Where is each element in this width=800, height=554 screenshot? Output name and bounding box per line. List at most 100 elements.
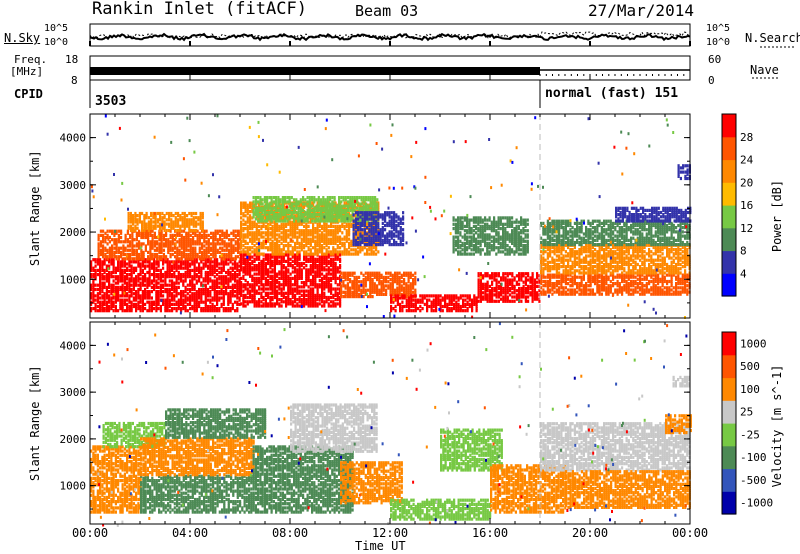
power-cell bbox=[278, 259, 281, 263]
power-cell bbox=[294, 283, 297, 287]
power-cell bbox=[121, 300, 124, 304]
power-cell bbox=[156, 252, 159, 257]
power-cell bbox=[318, 302, 321, 306]
power-cell bbox=[294, 244, 297, 248]
power-cell bbox=[270, 210, 273, 215]
power-cell bbox=[378, 271, 381, 275]
power-cell bbox=[198, 294, 201, 298]
power-cell bbox=[187, 244, 190, 248]
power-cell bbox=[123, 277, 126, 281]
power-cell bbox=[316, 266, 319, 270]
power-cell bbox=[277, 208, 280, 212]
power-cell bbox=[253, 281, 256, 285]
power-cell bbox=[103, 277, 106, 281]
power-cell bbox=[188, 211, 191, 216]
power-cell bbox=[325, 283, 328, 287]
power-cell bbox=[229, 309, 232, 313]
power-cell bbox=[289, 220, 292, 224]
power-cell bbox=[99, 281, 102, 285]
power-cell bbox=[296, 214, 299, 218]
power-cell bbox=[339, 246, 342, 250]
power-cell bbox=[167, 244, 170, 248]
power-cell bbox=[207, 250, 210, 254]
power-cell bbox=[255, 291, 258, 295]
power-cell bbox=[196, 229, 199, 233]
power-cell bbox=[324, 204, 327, 208]
power-cell bbox=[240, 283, 243, 287]
power-cell bbox=[321, 272, 324, 276]
power-cell bbox=[386, 221, 389, 225]
power-cell bbox=[184, 262, 187, 266]
power-cell bbox=[277, 196, 280, 200]
power-cell bbox=[153, 279, 156, 283]
power-cell bbox=[102, 252, 105, 257]
power-cell bbox=[139, 262, 142, 266]
power-cell bbox=[271, 298, 274, 302]
power-cell bbox=[198, 257, 201, 261]
power-cell bbox=[189, 257, 192, 261]
power-cell bbox=[222, 302, 225, 306]
power-cell bbox=[260, 295, 263, 300]
power-cell bbox=[271, 248, 274, 252]
power-cell bbox=[257, 206, 260, 210]
power-cell bbox=[309, 229, 312, 233]
power-cell bbox=[195, 260, 198, 264]
power-cell bbox=[209, 294, 212, 298]
power-cell bbox=[266, 219, 269, 223]
power-cell bbox=[218, 292, 221, 296]
power-cell bbox=[137, 273, 140, 277]
power-cell bbox=[159, 279, 162, 283]
power-cell bbox=[112, 275, 115, 279]
power-cell bbox=[305, 274, 308, 278]
power-cell bbox=[132, 218, 135, 222]
power-cell bbox=[321, 293, 324, 297]
power-cell bbox=[327, 241, 330, 245]
power-cell bbox=[195, 279, 198, 283]
power-cell bbox=[342, 210, 345, 215]
power-cell bbox=[138, 246, 141, 250]
power-cell bbox=[200, 266, 203, 270]
power-cell bbox=[200, 275, 203, 279]
power-cell bbox=[90, 275, 93, 279]
power-cell bbox=[165, 218, 168, 222]
power-cell bbox=[346, 278, 349, 282]
power-cell bbox=[307, 239, 310, 243]
power-cell bbox=[297, 219, 300, 223]
power-cell bbox=[262, 241, 265, 245]
power-cell bbox=[90, 262, 93, 266]
power-cell bbox=[312, 278, 315, 283]
power-cell bbox=[212, 246, 215, 250]
power-cell bbox=[290, 215, 293, 219]
power-cell bbox=[322, 202, 325, 206]
power-cell bbox=[334, 264, 337, 268]
power-cell bbox=[216, 300, 219, 304]
power-cell bbox=[134, 218, 137, 222]
power-cell bbox=[225, 279, 228, 283]
power-cell bbox=[276, 300, 279, 304]
power-cell bbox=[340, 275, 343, 279]
power-cell bbox=[158, 235, 161, 240]
power-cell bbox=[101, 304, 104, 309]
power-cell bbox=[262, 239, 265, 243]
power-cell bbox=[351, 286, 354, 290]
power-cell bbox=[262, 259, 265, 263]
power-cell bbox=[273, 287, 276, 291]
power-cell bbox=[185, 257, 188, 261]
power-cell bbox=[262, 257, 265, 261]
power-cell bbox=[377, 211, 380, 215]
power-cell bbox=[219, 229, 222, 233]
power-cell bbox=[258, 257, 261, 261]
power-cell bbox=[225, 252, 228, 257]
power-cell bbox=[253, 239, 256, 243]
power-cell bbox=[289, 264, 292, 268]
power-cell bbox=[336, 302, 339, 306]
power-cell bbox=[309, 291, 312, 295]
power-cell bbox=[299, 217, 302, 221]
power-cell bbox=[130, 277, 133, 281]
power-cell bbox=[375, 243, 378, 247]
power-cell bbox=[298, 304, 301, 308]
power-cell bbox=[201, 235, 204, 240]
power-cell bbox=[362, 206, 365, 210]
power-cell bbox=[409, 282, 412, 286]
power-cell bbox=[132, 283, 135, 287]
